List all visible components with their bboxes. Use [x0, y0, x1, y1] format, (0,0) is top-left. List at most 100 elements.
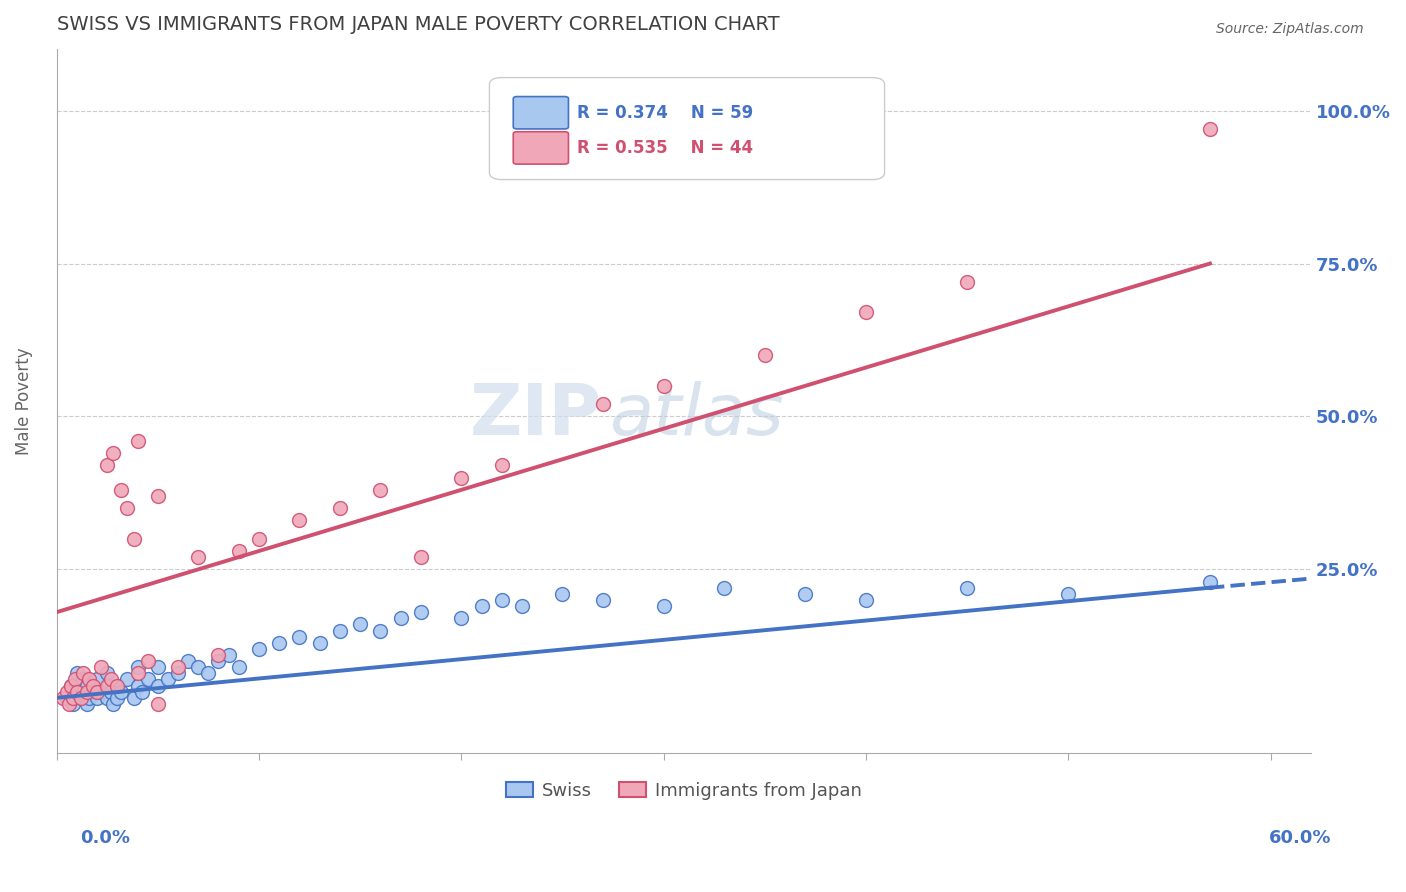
Point [956, 581, 979, 595]
Point [207, 654, 229, 668]
Point [288, 513, 311, 527]
FancyBboxPatch shape [513, 96, 568, 129]
Point [100, 684, 122, 698]
Point [62, 697, 84, 711]
Text: ZIP: ZIP [470, 381, 602, 450]
Point [329, 624, 352, 638]
Point [652, 379, 675, 393]
Text: 0.0%: 0.0% [80, 829, 131, 847]
Point [72, 666, 94, 681]
Point [66, 684, 89, 698]
Point [70, 690, 93, 705]
Point [389, 611, 412, 625]
Point [218, 648, 240, 662]
Legend: Swiss, Immigrants from Japan: Swiss, Immigrants from Japan [499, 774, 869, 807]
Point [127, 434, 149, 448]
Point [794, 587, 817, 601]
Point [86, 684, 108, 698]
Point [329, 501, 352, 516]
Point [66, 684, 89, 698]
Point [136, 654, 159, 668]
Point [1057, 587, 1080, 601]
Y-axis label: Male Poverty: Male Poverty [15, 347, 32, 455]
Point [491, 593, 513, 607]
Point [247, 641, 270, 656]
Point [105, 679, 128, 693]
Point [450, 470, 472, 484]
Point [52, 690, 75, 705]
Point [96, 666, 118, 681]
Point [167, 660, 190, 674]
Point [77, 690, 100, 705]
Text: R = 0.374    N = 59: R = 0.374 N = 59 [578, 103, 754, 121]
Point [409, 605, 432, 619]
Point [66, 666, 89, 681]
Point [269, 636, 291, 650]
Point [100, 673, 122, 687]
Point [510, 599, 533, 613]
Point [247, 532, 270, 546]
Point [592, 397, 614, 411]
Point [1199, 122, 1222, 136]
Point [117, 501, 139, 516]
Point [110, 483, 132, 497]
Point [105, 690, 128, 705]
Point [308, 636, 330, 650]
Point [117, 673, 139, 687]
Point [103, 697, 125, 711]
Point [146, 660, 169, 674]
Point [409, 550, 432, 565]
Point [288, 630, 311, 644]
Point [491, 458, 513, 473]
Point [754, 348, 776, 362]
Text: 60.0%: 60.0% [1270, 829, 1331, 847]
Point [86, 690, 108, 705]
Point [207, 648, 229, 662]
Point [59, 679, 82, 693]
Point [551, 587, 574, 601]
Point [956, 275, 979, 289]
Point [370, 483, 392, 497]
Point [76, 697, 98, 711]
Point [76, 684, 98, 698]
Point [90, 684, 112, 698]
Point [58, 697, 80, 711]
Point [59, 679, 82, 693]
Point [228, 660, 250, 674]
Point [136, 673, 159, 687]
Point [76, 679, 98, 693]
Text: atlas: atlas [609, 381, 783, 450]
Point [470, 599, 492, 613]
Point [197, 666, 219, 681]
Point [127, 679, 149, 693]
Point [90, 660, 112, 674]
Point [167, 666, 190, 681]
Point [127, 660, 149, 674]
Point [96, 690, 118, 705]
Point [349, 617, 371, 632]
Point [855, 593, 877, 607]
Point [855, 305, 877, 319]
Point [86, 673, 108, 687]
Point [146, 489, 169, 503]
Point [55, 690, 77, 705]
Point [82, 684, 104, 698]
Point [70, 690, 93, 705]
Point [96, 679, 118, 693]
Text: SWISS VS IMMIGRANTS FROM JAPAN MALE POVERTY CORRELATION CHART: SWISS VS IMMIGRANTS FROM JAPAN MALE POVE… [56, 15, 779, 34]
Point [450, 611, 472, 625]
Point [105, 679, 128, 693]
Point [55, 684, 77, 698]
Point [122, 690, 145, 705]
Point [1199, 574, 1222, 589]
Point [82, 679, 104, 693]
Point [177, 654, 200, 668]
Point [127, 666, 149, 681]
Point [187, 660, 209, 674]
Point [228, 544, 250, 558]
Point [156, 673, 179, 687]
Point [103, 446, 125, 460]
Point [370, 624, 392, 638]
Text: R = 0.535    N = 44: R = 0.535 N = 44 [578, 139, 754, 157]
Text: Source: ZipAtlas.com: Source: ZipAtlas.com [1216, 22, 1364, 37]
